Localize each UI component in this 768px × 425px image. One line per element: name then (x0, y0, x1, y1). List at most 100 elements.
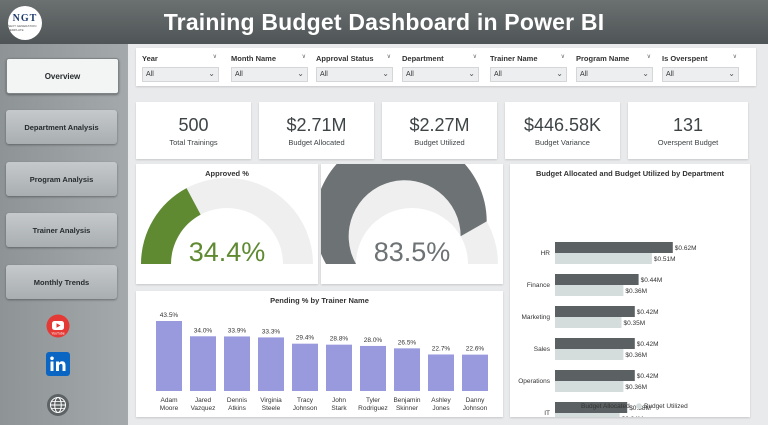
trainer-first-name-label: Virginia (260, 397, 282, 404)
legend-utilized-marker (636, 403, 642, 409)
kpi-label: Budget Utilized (414, 138, 465, 147)
globe-icon[interactable] (45, 392, 71, 418)
approved-gauge: 34.4% (141, 178, 313, 267)
trainer-last-name-label: Skinner (396, 405, 419, 412)
filter-month-name: Month Name ∨ All ⌄ (231, 53, 308, 82)
allocated-value-label: $0.42M (637, 373, 659, 380)
allocated-bar (555, 402, 628, 413)
chevron-down-icon: ⌄ (642, 69, 649, 78)
filter-approval-status: Approval Status ∨ All ⌄ (316, 53, 393, 82)
year-dropdown[interactable]: All ⌄ (142, 67, 219, 82)
legend-allocated-label: Budget Allocated (581, 403, 630, 410)
is-overspent-dropdown[interactable]: All ⌄ (662, 67, 739, 82)
trainer-first-name-label: Benjamin (393, 397, 420, 404)
pending-value-label: 34.0% (194, 327, 213, 334)
chart-title: Approved % (205, 169, 249, 178)
pending-value-label: 33.3% (262, 328, 281, 335)
filter-year: Year ∨ All ⌄ (142, 53, 219, 82)
nav-program-analysis-button[interactable]: Program Analysis (6, 162, 117, 196)
svg-text:YouTube: YouTube (51, 332, 64, 336)
pending-bar (190, 336, 216, 391)
pending-value-label: 43.5% (160, 312, 179, 319)
chevron-down-icon[interactable]: ∨ (472, 54, 477, 60)
chevron-down-icon[interactable]: ∨ (301, 54, 306, 60)
logo-subtext: NEXT GENERATION TEMPLATE (8, 24, 37, 32)
approval-status-dropdown[interactable]: All ⌄ (316, 67, 393, 82)
chevron-down-icon[interactable]: ∨ (212, 54, 217, 60)
nav-monthly-trends-button[interactable]: Monthly Trends (6, 265, 117, 299)
trainer-first-name-label: John (332, 397, 346, 404)
nav-overview-button[interactable]: Overview (6, 58, 119, 94)
filter-trainer-name: Trainer Name ∨ All ⌄ (490, 53, 567, 82)
trainer-name-dropdown[interactable]: All ⌄ (490, 67, 567, 82)
pending-bar (394, 348, 420, 391)
allocated-value-label: $0.42M (637, 341, 659, 348)
chevron-down-icon[interactable]: ∨ (732, 54, 737, 60)
utilized-bar (555, 413, 620, 417)
kpi-card-budget-utilized: $2.27M Budget Utilized (382, 102, 497, 159)
pending-bar (428, 354, 454, 391)
trainer-last-name-label: Atkins (228, 405, 246, 412)
nav-trainer-analysis-button[interactable]: Trainer Analysis (6, 213, 117, 247)
filter-is-overspent: Is Overspent ∨ All ⌄ (662, 53, 739, 82)
trainer-first-name-label: Tracy (297, 397, 314, 404)
department-label: Operations (518, 378, 551, 385)
gauge-value-label: 83.5% (374, 237, 451, 267)
trainer-first-name-label: Adam (161, 397, 178, 404)
department-label: IT (544, 410, 550, 417)
logo: NGT NEXT GENERATION TEMPLATE (8, 6, 42, 40)
filter-label: Year (142, 54, 158, 63)
pending-bar (224, 336, 250, 391)
legend-utilized-label: Budget Utilized (644, 403, 688, 410)
linkedin-icon[interactable] (45, 351, 71, 377)
filter-label: Approval Status (316, 54, 374, 63)
utilized-bar (555, 349, 624, 360)
department-dropdown[interactable]: All ⌄ (402, 67, 479, 82)
pending-value-label: 28.8% (330, 336, 349, 343)
pending-bar (258, 337, 284, 391)
chart-title: Pending % by Trainer Name (270, 296, 369, 305)
department-label: Finance (527, 282, 551, 289)
filter-value: All (666, 71, 674, 78)
filter-label: Program Name (576, 54, 630, 63)
trainer-first-name-label: Tyler (366, 397, 381, 404)
pending-bar (326, 344, 352, 391)
pending-bar (156, 321, 182, 391)
trainer-last-name-label: Rodriguez (358, 405, 388, 412)
pending-by-trainer-card: Pending % by Trainer Name 43.5% Adam Moore… (136, 291, 503, 417)
page-title: Training Budget Dashboard in Power BI (163, 9, 605, 35)
trainer-last-name-label: Moore (160, 405, 179, 412)
allocated-bar (555, 306, 635, 317)
trainer-last-name-label: Steele (262, 405, 281, 412)
filter-value: All (494, 71, 502, 78)
pending-value-label: 29.4% (296, 335, 315, 342)
pending-value-label: 22.7% (432, 345, 451, 352)
trainer-last-name-label: Johnson (463, 405, 488, 412)
chevron-down-icon[interactable]: ∨ (386, 54, 391, 60)
kpi-value: $2.71M (286, 115, 347, 135)
filter-value: All (146, 71, 154, 78)
filter-label: Trainer Name (490, 54, 538, 63)
chevron-down-icon[interactable]: ∨ (560, 54, 565, 60)
kpi-label: Budget Allocated (288, 138, 345, 147)
utilized-value-label: $0.36M (625, 288, 647, 295)
filter-value: All (235, 71, 243, 78)
gauge-value-label: 34.4% (189, 237, 266, 267)
sidebar: Overview Department Analysis Program Ana… (0, 44, 128, 425)
nav-department-analysis-button[interactable]: Department Analysis (6, 110, 117, 144)
allocated-value-label: $0.42M (637, 309, 659, 316)
pending-value-label: 28.0% (364, 337, 383, 344)
youtube-icon[interactable]: YouTube (45, 313, 71, 339)
department-label: Sales (534, 346, 551, 353)
allocated-bar (555, 242, 673, 253)
pending-value-label: 33.9% (228, 327, 247, 334)
filter-program-name: Program Name ∨ All ⌄ (576, 53, 653, 82)
legend-allocated-marker (573, 403, 579, 409)
chevron-down-icon: ⌄ (468, 69, 475, 78)
pending-bar (360, 345, 386, 391)
trainer-last-name-label: Johnson (293, 405, 318, 412)
approved-gauge-card: Approved % 34.4% (136, 164, 318, 284)
month-name-dropdown[interactable]: All ⌄ (231, 67, 308, 82)
program-name-dropdown[interactable]: All ⌄ (576, 67, 653, 82)
chevron-down-icon[interactable]: ∨ (646, 54, 651, 60)
